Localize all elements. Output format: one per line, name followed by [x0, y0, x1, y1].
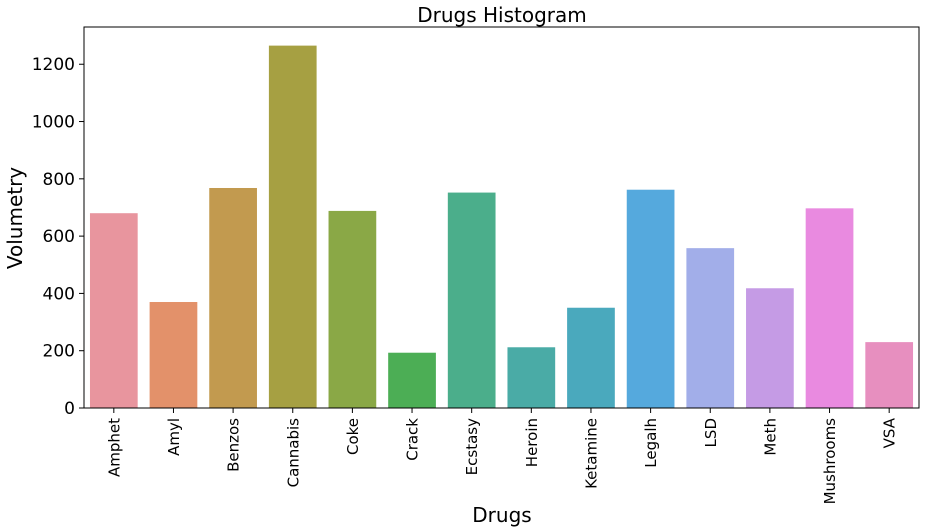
y-tick-label-200: 200: [43, 342, 75, 362]
bar-cannabis: [268, 45, 317, 408]
x-axis-label: Drugs: [472, 503, 531, 527]
bar-ketamine: [567, 307, 615, 408]
bar-benzos: [209, 187, 257, 408]
bar-amyl: [149, 302, 198, 408]
x-tick-label-lsd: LSD: [702, 418, 720, 447]
x-tick-label-meth: Meth: [761, 418, 779, 456]
bars-group: [89, 45, 914, 408]
x-tick-label-amyl: Amyl: [165, 418, 183, 456]
bar-meth: [746, 288, 794, 408]
y-tick-label-1000: 1000: [32, 113, 75, 133]
y-axis-label: Volumetry: [3, 167, 27, 269]
y-tick-label-600: 600: [43, 227, 75, 247]
x-axis: Amphet Amyl Benzos Cannabis Coke Crack Ecstasy…: [105, 408, 899, 505]
plot-frame: [83, 26, 920, 409]
bar-ecstasy: [447, 192, 496, 408]
x-tick-label-benzos: Benzos: [225, 418, 243, 472]
x-tick-label-heroin: Heroin: [523, 418, 541, 467]
x-tick-label-ketamine: Ketamine: [582, 418, 600, 489]
y-tick-label-0: 0: [64, 399, 75, 419]
bar-heroin: [507, 347, 556, 408]
x-tick-label-legalh: Legalh: [642, 418, 660, 468]
y-tick-label-400: 400: [43, 284, 75, 304]
x-tick-label-amphet: Amphet: [105, 418, 123, 477]
bar-lsd: [686, 248, 735, 408]
x-tick-label-cannabis: Cannabis: [284, 418, 302, 488]
x-tick-label-vsa: VSA: [881, 417, 899, 448]
y-tick-label-1200: 1200: [32, 55, 75, 75]
chart-title: Drugs Histogram: [417, 3, 587, 27]
bar-coke: [328, 210, 377, 408]
x-tick-label-crack: Crack: [404, 418, 422, 461]
y-axis: 0 200 400 600 800 1000 1200: [32, 55, 84, 419]
bar-legalh: [626, 189, 675, 408]
bar-amphet: [89, 213, 138, 408]
x-tick-label-ecstasy: Ecstasy: [463, 418, 481, 475]
bar-mushrooms: [805, 208, 854, 408]
x-tick-label-mushrooms: Mushrooms: [821, 418, 839, 505]
y-tick-label-800: 800: [43, 170, 75, 190]
x-tick-label-coke: Coke: [344, 418, 362, 455]
bar-vsa: [865, 342, 914, 408]
bar-crack: [388, 352, 436, 408]
